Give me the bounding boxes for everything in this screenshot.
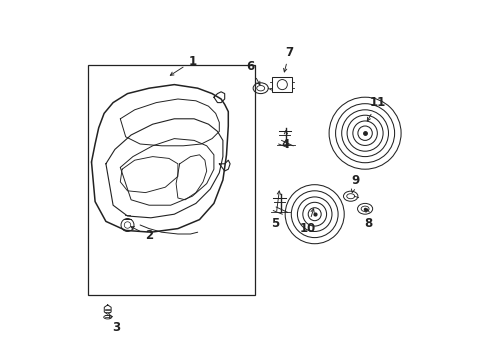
- Bar: [272, 77, 292, 92]
- Text: 11: 11: [366, 96, 385, 121]
- Text: 1: 1: [170, 55, 196, 75]
- Text: 2: 2: [131, 227, 153, 242]
- Text: 6: 6: [245, 60, 260, 85]
- Text: 3: 3: [109, 315, 121, 334]
- Text: 10: 10: [299, 209, 315, 235]
- Bar: [88, 65, 255, 295]
- Text: 4: 4: [281, 131, 289, 150]
- Text: 8: 8: [364, 209, 372, 230]
- Text: 5: 5: [270, 191, 280, 230]
- Text: 9: 9: [350, 174, 358, 193]
- Text: 7: 7: [283, 46, 293, 72]
